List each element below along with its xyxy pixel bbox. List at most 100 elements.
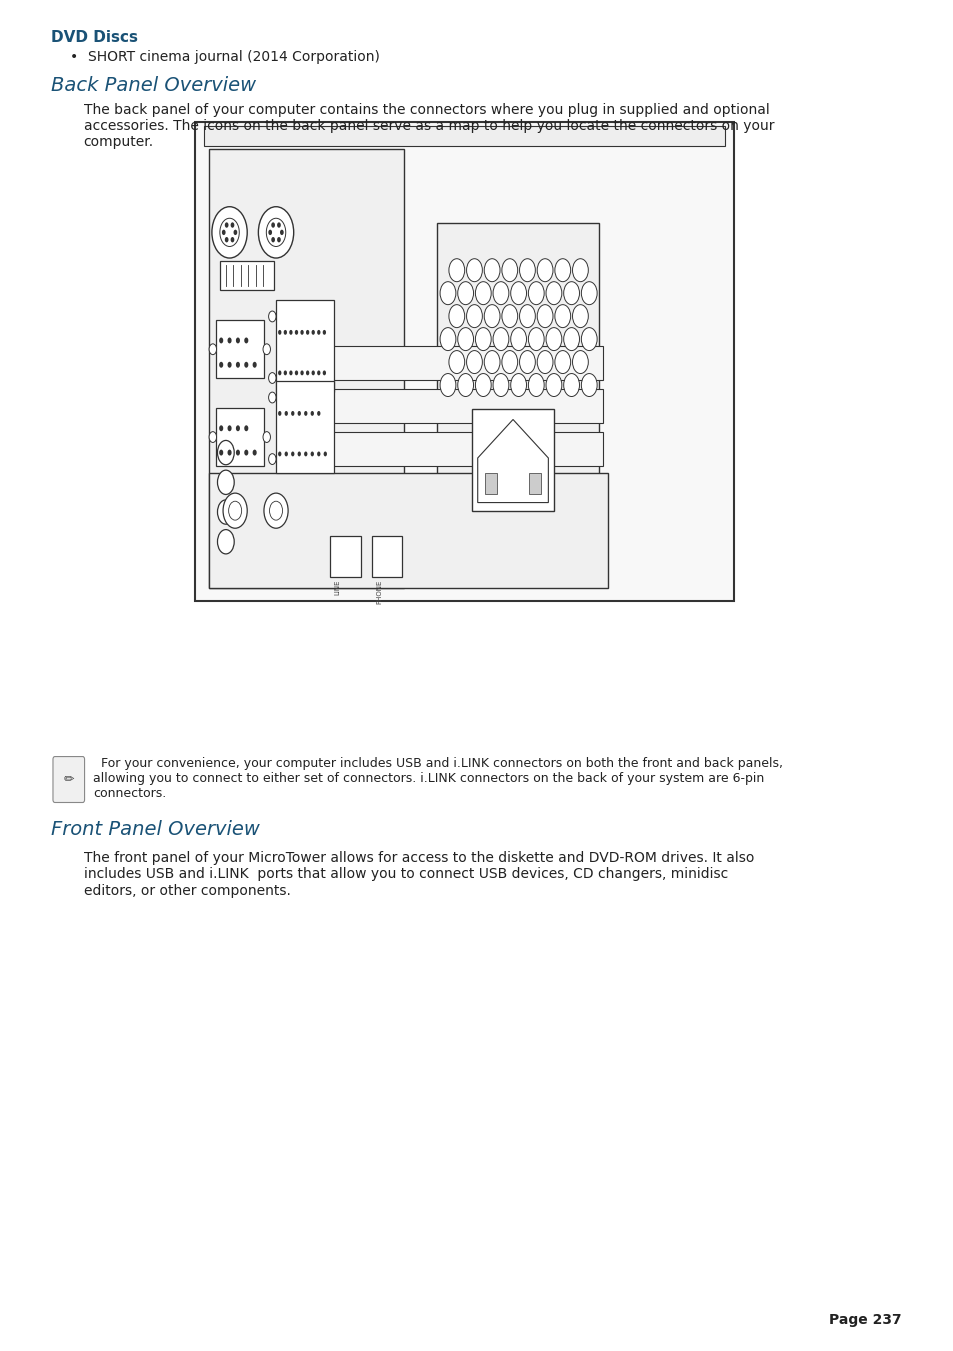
- Circle shape: [300, 330, 303, 335]
- Circle shape: [501, 350, 517, 373]
- Circle shape: [493, 373, 508, 397]
- Circle shape: [466, 350, 482, 373]
- Circle shape: [253, 450, 256, 455]
- Circle shape: [312, 370, 314, 376]
- Circle shape: [545, 327, 561, 350]
- Text: For your convenience, your computer includes USB and i.LINK connectors on both t: For your convenience, your computer incl…: [92, 757, 782, 800]
- Bar: [330, 536, 360, 577]
- Circle shape: [289, 370, 293, 376]
- Circle shape: [545, 373, 561, 397]
- Circle shape: [449, 259, 464, 282]
- Circle shape: [572, 304, 588, 327]
- Circle shape: [233, 230, 237, 235]
- Circle shape: [457, 373, 473, 397]
- Circle shape: [457, 281, 473, 305]
- Circle shape: [475, 327, 491, 350]
- Circle shape: [235, 362, 240, 367]
- Circle shape: [519, 304, 535, 327]
- Circle shape: [475, 373, 491, 397]
- Text: Front Panel Overview: Front Panel Overview: [51, 820, 260, 839]
- Circle shape: [225, 236, 229, 242]
- Circle shape: [231, 236, 234, 242]
- Bar: [215, 408, 264, 466]
- Circle shape: [563, 373, 578, 397]
- Circle shape: [264, 493, 288, 528]
- Circle shape: [323, 451, 327, 457]
- Circle shape: [209, 343, 216, 355]
- Circle shape: [235, 426, 240, 431]
- Circle shape: [528, 281, 543, 305]
- Circle shape: [269, 454, 275, 465]
- Bar: [528, 473, 540, 494]
- Bar: [315, 346, 602, 380]
- Circle shape: [217, 470, 234, 494]
- FancyBboxPatch shape: [53, 757, 85, 802]
- Circle shape: [316, 451, 320, 457]
- Circle shape: [537, 304, 553, 327]
- Circle shape: [283, 370, 287, 376]
- Text: ✏: ✏: [64, 773, 74, 786]
- Circle shape: [304, 411, 307, 416]
- Circle shape: [294, 330, 298, 335]
- Text: The back panel of your computer contains the connectors where you plug in suppli: The back panel of your computer contains…: [84, 103, 773, 149]
- Bar: [220, 261, 274, 290]
- Circle shape: [297, 411, 300, 416]
- Circle shape: [258, 207, 294, 258]
- Circle shape: [563, 327, 578, 350]
- Circle shape: [466, 304, 482, 327]
- Circle shape: [580, 373, 597, 397]
- Circle shape: [235, 338, 240, 343]
- Circle shape: [572, 350, 588, 373]
- Bar: [195, 122, 734, 601]
- Text: LINE: LINE: [335, 580, 340, 594]
- Circle shape: [449, 304, 464, 327]
- Circle shape: [217, 440, 234, 465]
- Circle shape: [519, 259, 535, 282]
- Circle shape: [284, 451, 288, 457]
- Circle shape: [219, 426, 223, 431]
- Circle shape: [510, 373, 526, 397]
- Circle shape: [283, 330, 287, 335]
- Circle shape: [501, 259, 517, 282]
- Circle shape: [572, 259, 588, 282]
- Circle shape: [580, 281, 597, 305]
- Circle shape: [277, 330, 281, 335]
- Text: DVD Discs: DVD Discs: [51, 30, 138, 45]
- Circle shape: [212, 207, 247, 258]
- Circle shape: [316, 370, 320, 376]
- Bar: [372, 536, 402, 577]
- Circle shape: [311, 451, 314, 457]
- Circle shape: [270, 501, 282, 520]
- Bar: [472, 409, 554, 511]
- Circle shape: [289, 330, 293, 335]
- Text: PHONE: PHONE: [376, 580, 382, 604]
- Circle shape: [277, 451, 281, 457]
- Circle shape: [300, 370, 303, 376]
- Circle shape: [227, 426, 232, 431]
- Circle shape: [306, 330, 309, 335]
- Circle shape: [537, 350, 553, 373]
- Text: •: •: [70, 50, 78, 63]
- Circle shape: [244, 426, 248, 431]
- Bar: [275, 381, 334, 473]
- Bar: [485, 473, 497, 494]
- Circle shape: [227, 362, 232, 367]
- Text: Back Panel Overview: Back Panel Overview: [51, 76, 256, 95]
- Circle shape: [253, 362, 256, 367]
- Circle shape: [219, 362, 223, 367]
- Circle shape: [268, 230, 272, 235]
- Circle shape: [322, 370, 326, 376]
- Circle shape: [222, 230, 225, 235]
- Circle shape: [244, 362, 248, 367]
- Circle shape: [269, 311, 275, 322]
- Circle shape: [271, 223, 274, 228]
- Circle shape: [510, 281, 526, 305]
- Circle shape: [227, 450, 232, 455]
- Circle shape: [449, 350, 464, 373]
- Bar: [315, 389, 602, 423]
- Circle shape: [312, 330, 314, 335]
- Circle shape: [316, 330, 320, 335]
- Circle shape: [322, 330, 326, 335]
- Text: The front panel of your MicroTower allows for access to the diskette and DVD-ROM: The front panel of your MicroTower allow…: [84, 851, 753, 897]
- Circle shape: [306, 370, 309, 376]
